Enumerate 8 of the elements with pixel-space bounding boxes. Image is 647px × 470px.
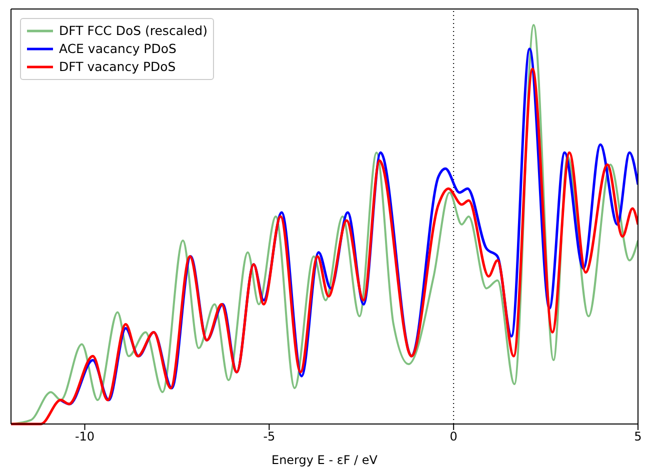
legend-label: DFT vacancy PDoS: [59, 58, 176, 76]
x-tick-label: -5: [263, 430, 276, 444]
legend-label: ACE vacancy PDoS: [59, 40, 176, 58]
legend-label: DFT FCC DoS (rescaled): [59, 22, 208, 40]
x-tick-label: -10: [74, 430, 95, 444]
x-tick-label: 0: [450, 430, 458, 444]
x-axis-title: Energy E - εF / eV: [271, 453, 378, 467]
x-tick-label: 5: [634, 430, 642, 444]
